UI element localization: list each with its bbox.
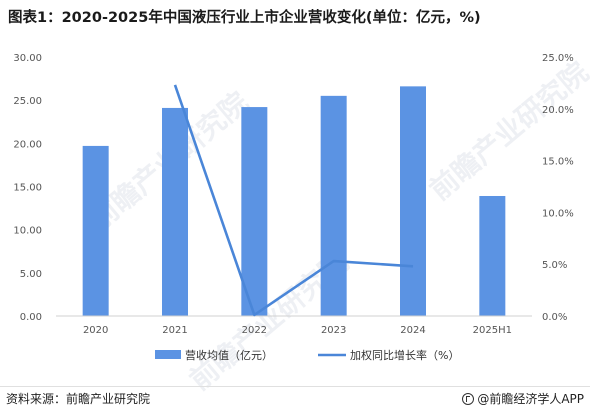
y-axis-right: 0.0% 5.0% 10.0% 15.0% 20.0% 25.0%	[542, 53, 574, 323]
brand-text: @前瞻经济学人APP	[462, 390, 584, 407]
legend-bar-swatch	[155, 350, 181, 359]
brand-logo-icon	[462, 393, 474, 405]
y-right-tick-label: 5.0%	[542, 260, 567, 271]
y-right-tick-label: 10.0%	[542, 208, 574, 219]
legend: 营收均值（亿元） 加权同比增长率（%）	[155, 348, 459, 362]
chart-svg: 2020 2021 2022 2023 2024 2025H1 0.00 5.00 10.00…	[0, 0, 590, 386]
bar-2023	[321, 96, 347, 316]
y-left-tick-label: 20.00	[13, 139, 42, 150]
brand-label: @前瞻经济学人APP	[477, 392, 584, 406]
y-left-tick-label: 25.00	[13, 96, 42, 107]
source-text: 资料来源：前瞻产业研究院	[6, 390, 150, 407]
line-series-group	[175, 85, 413, 315]
bars-group	[83, 86, 506, 316]
y-right-tick-label: 15.0%	[542, 157, 574, 168]
x-axis: 2020 2021 2022 2023 2024 2025H1	[56, 316, 532, 336]
y-left-tick-label: 0.00	[20, 312, 42, 323]
y-left-tick-label: 30.00	[13, 53, 42, 64]
bar-2025H1	[479, 196, 505, 316]
x-tick-label: 2025H1	[473, 325, 512, 336]
x-tick-label: 2023	[321, 325, 346, 336]
growth-line	[175, 85, 413, 315]
y-right-tick-label: 0.0%	[542, 312, 567, 323]
y-left-tick-label: 5.00	[20, 269, 42, 280]
x-tick-label: 2024	[400, 325, 425, 336]
y-right-tick-label: 25.0%	[542, 53, 574, 64]
y-right-tick-label: 20.0%	[542, 105, 574, 116]
x-tick-label: 2022	[242, 325, 267, 336]
bar-2020	[83, 146, 109, 316]
y-left-tick-label: 15.00	[13, 183, 42, 194]
x-tick-label: 2020	[83, 325, 108, 336]
bar-2021	[162, 108, 188, 316]
legend-line-label: 加权同比增长率（%）	[350, 348, 459, 362]
x-tick-label: 2021	[162, 325, 187, 336]
y-left-tick-label: 10.00	[13, 226, 42, 237]
y-axis-left: 0.00 5.00 10.00 15.00 20.00 25.00 30.00	[13, 53, 42, 323]
footer: 资料来源：前瞻产业研究院 @前瞻经济学人APP	[0, 386, 590, 417]
bar-2024	[400, 86, 426, 316]
legend-bar-label: 营收均值（亿元）	[185, 348, 273, 362]
